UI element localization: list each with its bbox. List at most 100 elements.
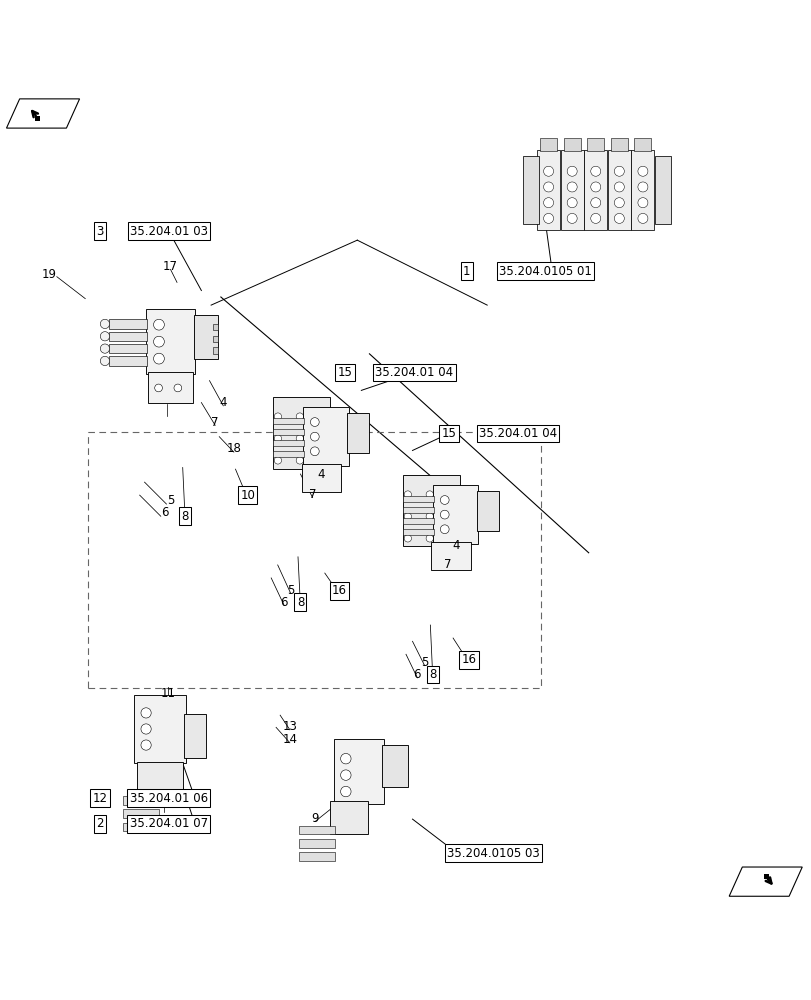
FancyBboxPatch shape — [184, 714, 206, 758]
Text: 4: 4 — [219, 396, 227, 409]
FancyBboxPatch shape — [654, 156, 670, 224]
Text: 16: 16 — [461, 653, 476, 666]
Text: 11: 11 — [161, 687, 175, 700]
FancyBboxPatch shape — [301, 464, 341, 492]
Text: 4: 4 — [452, 539, 460, 552]
Text: 12: 12 — [92, 792, 107, 805]
Text: 8: 8 — [181, 510, 189, 523]
FancyBboxPatch shape — [432, 485, 478, 544]
Circle shape — [566, 182, 577, 192]
FancyBboxPatch shape — [586, 138, 603, 151]
Text: 6: 6 — [161, 506, 169, 519]
Circle shape — [614, 213, 624, 223]
Text: 1: 1 — [462, 265, 470, 278]
FancyBboxPatch shape — [382, 745, 407, 787]
Circle shape — [153, 319, 164, 330]
FancyBboxPatch shape — [298, 852, 334, 861]
Circle shape — [590, 166, 600, 176]
Circle shape — [340, 786, 350, 797]
Circle shape — [426, 513, 433, 520]
Circle shape — [174, 384, 182, 392]
Circle shape — [101, 319, 109, 329]
Text: 7: 7 — [211, 416, 219, 429]
Text: 14: 14 — [282, 733, 297, 746]
Circle shape — [614, 198, 624, 208]
FancyBboxPatch shape — [35, 116, 40, 121]
Circle shape — [590, 198, 600, 208]
Text: 35.204.01 04: 35.204.01 04 — [478, 427, 556, 440]
Polygon shape — [6, 99, 79, 128]
Circle shape — [590, 182, 600, 192]
Circle shape — [296, 457, 303, 464]
Circle shape — [141, 740, 151, 750]
Circle shape — [274, 435, 281, 442]
Circle shape — [101, 332, 109, 341]
FancyBboxPatch shape — [109, 332, 148, 341]
Circle shape — [404, 535, 411, 542]
Circle shape — [310, 447, 319, 456]
FancyBboxPatch shape — [212, 336, 217, 342]
FancyBboxPatch shape — [123, 809, 158, 818]
Text: 35.204.0105 03: 35.204.0105 03 — [447, 847, 539, 860]
Circle shape — [340, 753, 350, 764]
Text: 16: 16 — [332, 584, 346, 597]
Circle shape — [566, 166, 577, 176]
FancyBboxPatch shape — [134, 695, 186, 763]
Text: 18: 18 — [226, 442, 241, 455]
FancyBboxPatch shape — [148, 372, 192, 403]
FancyBboxPatch shape — [431, 542, 470, 570]
Circle shape — [141, 724, 151, 734]
Text: 5: 5 — [166, 494, 174, 507]
Text: 13: 13 — [282, 720, 297, 733]
FancyBboxPatch shape — [333, 739, 384, 804]
Circle shape — [543, 182, 553, 192]
Circle shape — [296, 435, 303, 442]
Text: 5: 5 — [286, 584, 294, 597]
Text: 3: 3 — [96, 225, 104, 238]
FancyBboxPatch shape — [560, 150, 583, 230]
Circle shape — [614, 166, 624, 176]
FancyBboxPatch shape — [272, 440, 303, 446]
FancyBboxPatch shape — [272, 429, 303, 435]
Text: 35.204.0105 01: 35.204.0105 01 — [499, 265, 591, 278]
FancyBboxPatch shape — [123, 796, 158, 805]
Circle shape — [340, 770, 350, 780]
Text: 7: 7 — [308, 488, 316, 501]
Text: 9: 9 — [311, 812, 319, 825]
FancyBboxPatch shape — [539, 138, 556, 151]
FancyBboxPatch shape — [329, 801, 367, 834]
Circle shape — [101, 344, 109, 353]
Text: 35.204.01 03: 35.204.01 03 — [130, 225, 208, 238]
Circle shape — [141, 708, 151, 718]
Circle shape — [566, 198, 577, 208]
FancyBboxPatch shape — [402, 507, 433, 513]
Circle shape — [590, 213, 600, 223]
FancyBboxPatch shape — [109, 344, 148, 353]
Text: 10: 10 — [240, 489, 255, 502]
FancyBboxPatch shape — [109, 356, 148, 366]
FancyBboxPatch shape — [272, 418, 303, 424]
Text: 35.204.01 04: 35.204.01 04 — [375, 366, 453, 379]
FancyBboxPatch shape — [763, 874, 768, 879]
FancyBboxPatch shape — [402, 529, 433, 535]
Circle shape — [310, 432, 319, 441]
FancyBboxPatch shape — [272, 451, 303, 457]
FancyBboxPatch shape — [607, 150, 630, 230]
Circle shape — [426, 535, 433, 542]
FancyBboxPatch shape — [123, 823, 158, 831]
Circle shape — [543, 166, 553, 176]
FancyBboxPatch shape — [212, 324, 217, 330]
Circle shape — [440, 525, 448, 534]
FancyBboxPatch shape — [193, 315, 218, 359]
Circle shape — [153, 353, 164, 364]
Text: 17: 17 — [163, 260, 178, 273]
Text: 35.204.01 06: 35.204.01 06 — [130, 792, 208, 805]
Circle shape — [440, 496, 448, 504]
Circle shape — [274, 413, 281, 420]
Text: 2: 2 — [96, 817, 104, 830]
Circle shape — [543, 198, 553, 208]
FancyBboxPatch shape — [402, 518, 433, 524]
FancyBboxPatch shape — [298, 839, 334, 848]
Circle shape — [426, 491, 433, 498]
Circle shape — [566, 213, 577, 223]
